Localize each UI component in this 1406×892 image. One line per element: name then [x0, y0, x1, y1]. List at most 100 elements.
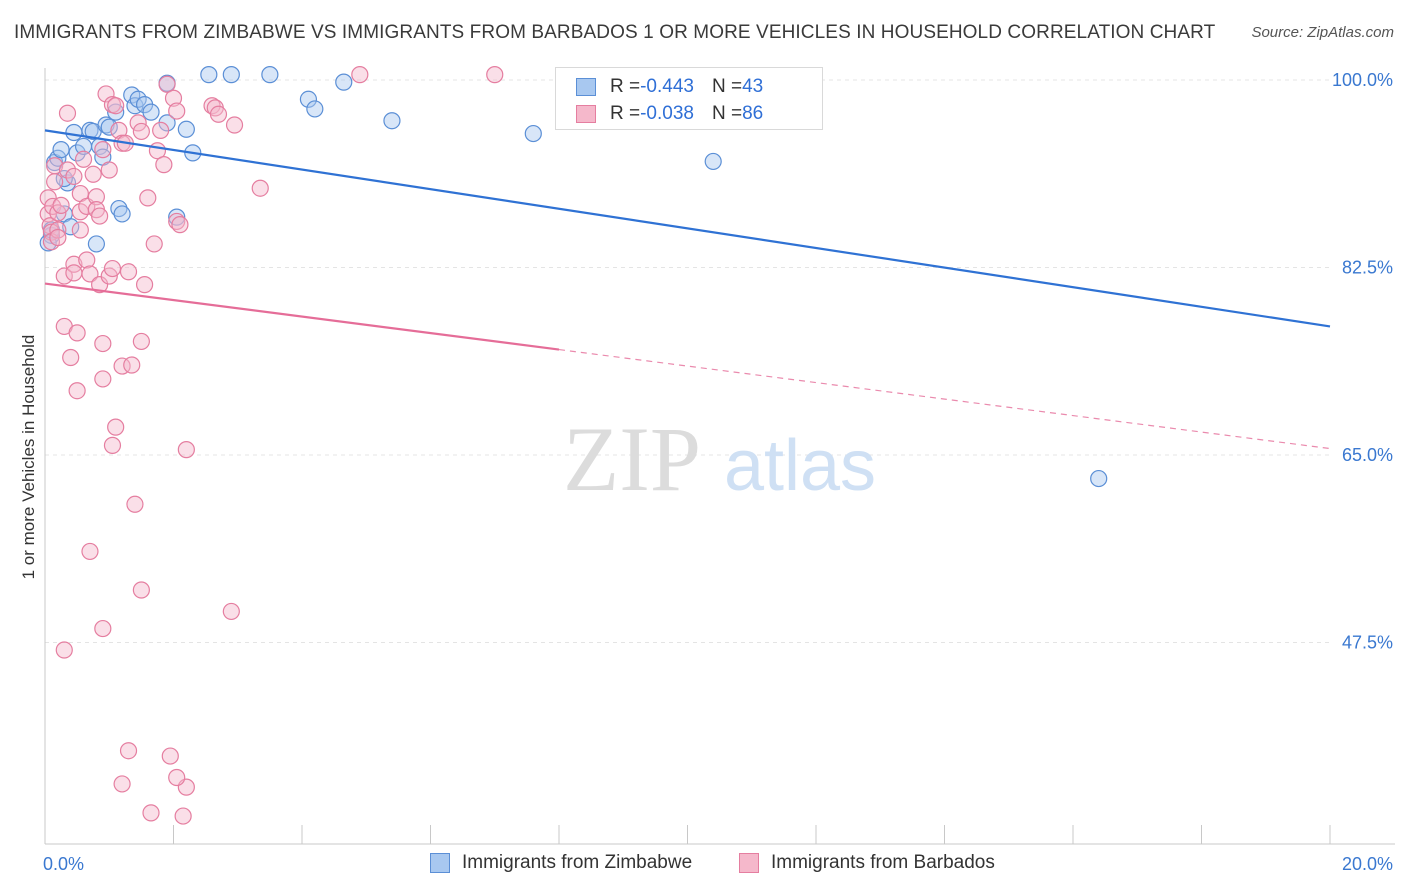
point-barbados [84, 165, 102, 183]
point-barbados [171, 216, 189, 234]
point-barbados [49, 228, 67, 247]
watermark-atlas: atlas [724, 426, 876, 506]
point-barbados [55, 641, 73, 659]
point-barbados [81, 265, 99, 283]
legend-r-label: R = [610, 76, 641, 97]
point-barbados [161, 747, 179, 765]
point-barbados [46, 157, 64, 175]
point-barbados [65, 264, 83, 282]
point-barbados [58, 104, 77, 122]
point-barbados [113, 775, 131, 793]
point-barbados [251, 179, 269, 197]
y-tick-label: 65.0% [1342, 445, 1393, 465]
legend-swatch-pink [739, 853, 759, 873]
point-barbados [209, 105, 228, 123]
point-barbados [58, 161, 77, 179]
watermark-zip: ZIP [563, 408, 701, 510]
point-barbados [155, 156, 173, 174]
legend-row-zimbabwe: R = -0.443 N = 43 [576, 75, 763, 99]
point-barbados [103, 436, 122, 454]
legend-n-label: N = [711, 103, 743, 124]
legend-swatch-blue [576, 78, 596, 96]
point-barbados [55, 267, 73, 285]
point-barbados [62, 348, 80, 367]
point-zimbabwe [383, 112, 401, 130]
data-points [39, 66, 1108, 825]
point-barbados [103, 259, 122, 278]
point-barbados [486, 66, 504, 84]
point-zimbabwe [68, 144, 86, 162]
point-barbados [225, 116, 244, 134]
point-barbados [100, 161, 118, 179]
point-zimbabwe [200, 66, 218, 84]
point-barbados [126, 495, 144, 513]
point-barbados [68, 382, 86, 400]
trend-lines [44, 129, 1331, 450]
point-barbados [142, 804, 160, 822]
y-tick-label: 82.5% [1342, 258, 1393, 278]
point-zimbabwe [87, 235, 106, 253]
tick-labels: 100.0% 82.5% 65.0% 47.5% 0.0% 20.0% [43, 70, 1393, 874]
point-barbados [168, 768, 186, 787]
point-zimbabwe [299, 90, 318, 108]
legend-item-zimbabwe[interactable]: Immigrants from Zimbabwe [430, 852, 692, 874]
point-barbados [135, 276, 154, 294]
legend-item-barbados[interactable]: Immigrants from Barbados [739, 852, 995, 874]
point-barbados [132, 332, 150, 351]
point-barbados [91, 207, 109, 225]
point-barbados [46, 173, 64, 191]
gridlines [45, 79, 1330, 643]
series-legend: Immigrants from Zimbabwe Immigrants from… [0, 852, 1406, 878]
legend-n-label: N = [711, 76, 743, 97]
point-barbados [68, 324, 86, 342]
y-tick-label: 47.5% [1342, 633, 1393, 653]
point-barbados [97, 85, 115, 103]
y-tick-label: 100.0% [1332, 70, 1393, 90]
point-zimbabwe [100, 118, 118, 136]
point-zimbabwe [335, 73, 353, 91]
point-zimbabwe [65, 123, 83, 142]
legend-n-value: 86 [742, 103, 764, 124]
point-zimbabwe [261, 66, 279, 84]
point-barbados [119, 742, 138, 760]
legend-label-zimbabwe: Immigrants from Zimbabwe [462, 852, 693, 873]
point-barbados [94, 370, 112, 388]
point-barbados [71, 221, 89, 239]
legend-n-value: 43 [742, 76, 764, 97]
point-zimbabwe [306, 100, 324, 118]
point-barbados [119, 263, 138, 281]
point-zimbabwe [62, 218, 80, 236]
point-barbados [123, 356, 141, 374]
point-barbados [145, 235, 163, 253]
point-barbados [65, 167, 83, 186]
trend-line-zimbabwe [44, 129, 1331, 328]
point-barbados [52, 196, 70, 214]
legend-swatch-blue [430, 853, 450, 873]
point-barbados [107, 418, 125, 436]
point-barbados [94, 619, 112, 638]
legend-r-value: -0.038 [640, 103, 694, 124]
point-zimbabwe [113, 205, 131, 223]
point-barbados [164, 89, 183, 107]
point-zimbabwe [110, 199, 128, 218]
point-barbados [174, 807, 192, 825]
legend-r-label: R = [610, 103, 641, 124]
point-barbados [81, 542, 99, 561]
zipatlas-watermark: ZIP atlas [563, 408, 876, 510]
point-barbados [74, 150, 93, 168]
point-barbados [168, 102, 186, 120]
source-credit: Source: ZipAtlas.com [1251, 24, 1394, 41]
point-barbados [168, 212, 186, 231]
point-zimbabwe [222, 66, 240, 84]
point-zimbabwe [524, 124, 542, 143]
point-barbados [351, 66, 369, 84]
point-zimbabwe [142, 103, 160, 121]
point-barbados [132, 581, 150, 599]
point-barbados [177, 441, 195, 459]
trend-line-barbados [44, 282, 560, 351]
trend-line-barbados-extrapolated [558, 348, 1331, 450]
point-barbados [91, 276, 109, 294]
point-zimbabwe [52, 141, 70, 159]
x-tick-label: 20.0% [1342, 854, 1393, 874]
